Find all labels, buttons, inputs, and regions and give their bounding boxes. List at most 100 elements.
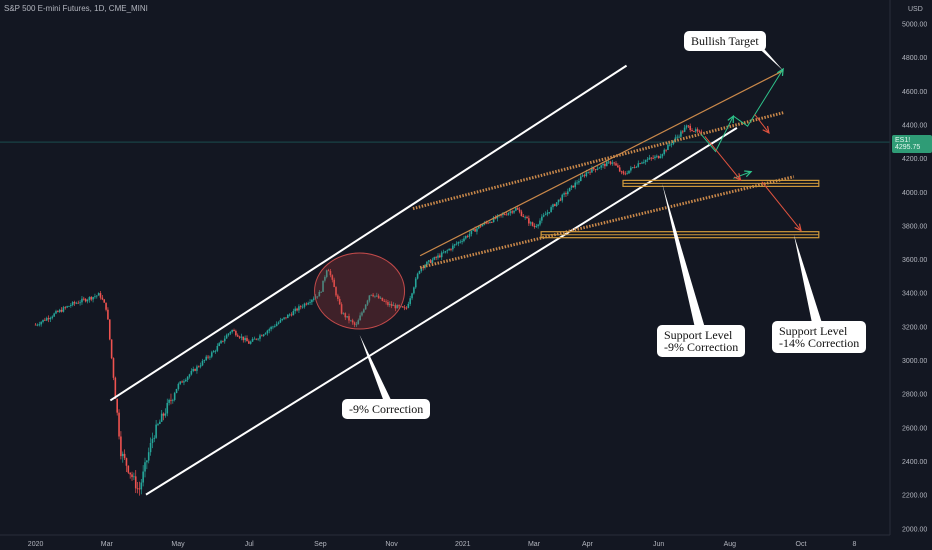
candle-body [246,338,248,342]
candle-body [231,330,233,332]
candle-body [398,305,400,307]
candle-body [225,335,228,339]
candle-body [329,271,332,276]
candle-body [411,293,413,299]
y-tick-label: 2000.00 [902,526,927,533]
x-tick-label: Sep [314,541,327,548]
past-correction-callout[interactable]: -9% Correction [342,399,431,419]
candle-body [572,185,575,188]
y-tick-label: 3200.00 [902,324,927,331]
y-tick-label: 3800.00 [902,223,927,230]
candle-body [324,276,326,281]
candle-body [383,300,386,302]
candle-body [129,472,131,475]
candle-body [151,438,154,443]
candle-body [142,471,144,483]
support-level-2-callout[interactable]: Support Level -14% Correction [772,321,867,353]
candle-body [620,171,623,173]
candle-body [600,165,602,168]
candle-body [303,303,306,307]
candle-body [337,295,339,299]
candle-body [511,211,513,213]
candle-body [446,250,449,252]
candle-body [105,302,107,310]
candle-body [509,211,512,213]
candle-body [125,458,128,466]
candle-body [272,326,274,328]
y-tick-label: 2800.00 [902,392,927,399]
candle-body [281,318,284,320]
candle-body [292,311,295,316]
candle-body [579,176,582,182]
candle-body [175,388,178,394]
candle-body [279,319,282,323]
candle-body [114,377,117,399]
candle-body [86,299,89,302]
candle-body [668,144,671,146]
candle-body [253,338,256,340]
candle-body [259,335,261,339]
candle-body [88,297,91,300]
candle-body [442,252,445,254]
candle-body [81,298,83,303]
bullish-rebound-arrow-head [744,170,753,178]
candle-body [71,302,74,306]
bullish-target-pointer [752,42,784,71]
bullish-target-callout[interactable]: Bullish Target [684,31,766,51]
candle-body [611,162,614,164]
candle-body [468,233,471,237]
bearish-path-arrow-2 [754,114,770,134]
candle-body [474,229,476,232]
candle-body [392,305,395,306]
candle-body [264,333,267,335]
candle-body [155,424,157,438]
x-tick-label: Jun [653,541,664,548]
candle-body [461,241,463,242]
y-tick-label: 5000.00 [902,22,927,29]
candle-body [333,279,335,288]
candle-body [502,214,504,216]
support-2-title: Support Level [779,324,848,338]
candle-body [552,204,554,208]
candle-body [346,316,348,318]
x-tick-label: Apr [582,541,594,548]
candle-body [626,173,628,175]
candle-body [405,307,408,309]
candle-body [57,311,59,312]
candle-body [387,301,389,306]
candle-body [637,163,640,167]
candle-body [166,402,169,414]
candle-body [691,130,693,132]
candle-body [288,314,291,316]
candle-body [605,161,608,167]
candle-body [481,224,484,227]
candle-body [77,302,80,304]
candle-body [407,303,410,308]
candle-body [55,311,57,314]
candle-body [570,185,573,188]
candle-body [172,399,174,401]
candle-body [168,399,170,403]
candle-body [340,304,343,314]
correction-highlight-circle [314,252,406,330]
candle-body [615,163,617,166]
support-level-1-callout[interactable]: Support Level -9% Correction [657,325,746,357]
candle-body [318,291,321,297]
bullish-path-arrow-2 [733,68,784,127]
candle-body [513,210,515,213]
candle-body [162,413,165,416]
candle-body [689,125,691,131]
candle-body [366,300,369,305]
candle-body [414,278,417,288]
candle-body [207,356,209,358]
candle-body [518,209,521,212]
y-tick-label: 4200.00 [902,156,927,163]
candle-body [559,199,562,201]
candle-body [153,437,156,439]
candle-body [209,356,211,358]
candle-body [159,421,161,425]
candle-body [214,350,217,352]
candle-body [120,436,122,457]
candle-body [327,270,330,272]
